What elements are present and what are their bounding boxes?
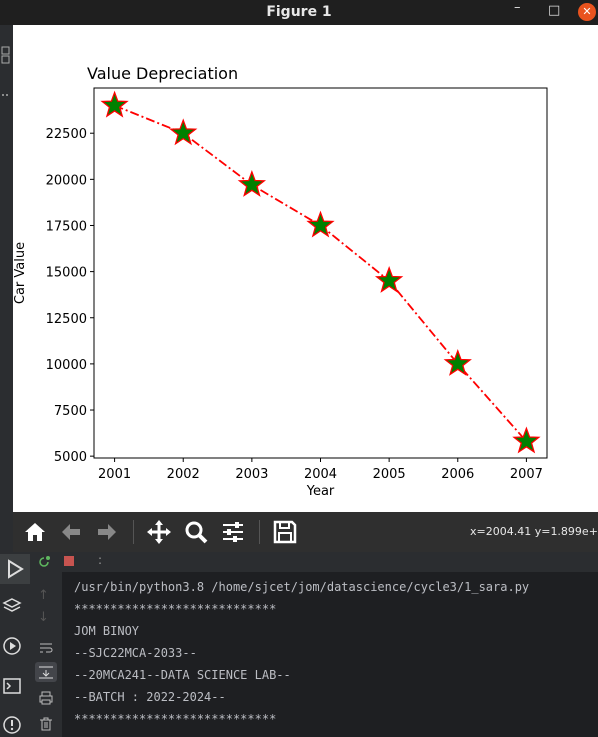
x-tick-label: 2003 bbox=[235, 467, 268, 482]
toolbar-separator bbox=[259, 520, 260, 544]
console-gutter: ↑ ↓ bbox=[30, 572, 62, 737]
window-titlebar: Figure 1 – □ ✕ bbox=[0, 0, 598, 25]
axes-frame bbox=[93, 87, 548, 459]
close-button[interactable]: ✕ bbox=[578, 3, 596, 21]
header-more-menu[interactable]: : bbox=[98, 553, 103, 567]
y-tick-label: 10000 bbox=[46, 358, 87, 373]
cursor-coordinates: x=2004.41 y=1.899e+04 bbox=[470, 525, 598, 538]
x-tick-label: 2007 bbox=[510, 467, 543, 482]
console-line: --BATCH : 2022-2024-- bbox=[74, 690, 226, 704]
y-tick-label: 7500 bbox=[54, 404, 87, 419]
x-axis-label: Year bbox=[306, 484, 335, 499]
terminal-icon[interactable] bbox=[2, 676, 22, 696]
y-tick-label: 12500 bbox=[46, 312, 87, 327]
y-tick-label: 17500 bbox=[46, 219, 87, 234]
console-line: --SJC22MCA-2033-- bbox=[74, 646, 197, 660]
console-line: **************************** bbox=[74, 602, 277, 616]
y-tick-label: 20000 bbox=[46, 173, 87, 188]
run-icon[interactable] bbox=[0, 554, 30, 584]
pan-icon[interactable] bbox=[146, 519, 172, 545]
ide-left-strip bbox=[0, 25, 13, 512]
services-icon[interactable] bbox=[2, 636, 22, 656]
scroll-to-end-icon[interactable] bbox=[35, 662, 57, 682]
y-axis-label: Car Value bbox=[13, 242, 28, 304]
minimize-button[interactable]: – bbox=[514, 0, 521, 15]
soft-wrap-icon[interactable] bbox=[38, 640, 54, 656]
run-panel-header: : bbox=[30, 552, 598, 572]
y-tick-label: 22500 bbox=[46, 127, 87, 142]
y-tick-label: 5000 bbox=[54, 450, 87, 465]
scroll-up-icon[interactable]: ↑ bbox=[38, 588, 49, 603]
maximize-button[interactable]: □ bbox=[548, 3, 561, 18]
rerun-icon[interactable] bbox=[36, 554, 52, 570]
x-tick-label: 2001 bbox=[98, 467, 131, 482]
window-title: Figure 1 bbox=[266, 4, 332, 20]
console-line: JOM BINOY bbox=[74, 624, 140, 638]
structure-icon bbox=[1, 46, 10, 55]
problems-icon[interactable] bbox=[2, 715, 22, 735]
forward-arrow-icon[interactable] bbox=[94, 519, 120, 545]
data-point-star bbox=[443, 349, 472, 376]
x-tick-label: 2004 bbox=[304, 467, 337, 482]
back-arrow-icon[interactable] bbox=[58, 519, 84, 545]
scroll-down-icon[interactable]: ↓ bbox=[38, 610, 49, 625]
console-output[interactable]: /usr/bin/python3.8 /home/sjcet/jom/datas… bbox=[74, 579, 529, 733]
chart-title: Value Depreciation bbox=[87, 64, 238, 83]
more-icon bbox=[2, 94, 4, 96]
configure-icon[interactable] bbox=[220, 519, 246, 545]
toolbar-separator bbox=[133, 520, 134, 544]
stop-icon[interactable] bbox=[62, 554, 76, 568]
ide-run-panel: : ↑ ↓ /usr/bin/python3.8 /home/sjcet/j bbox=[0, 552, 598, 737]
data-point-star bbox=[100, 90, 129, 118]
data-point-star bbox=[237, 169, 267, 197]
save-icon[interactable] bbox=[272, 519, 298, 545]
console-line: --20MCA241--DATA SCIENCE LAB-- bbox=[74, 668, 291, 682]
console-line: **************************** bbox=[74, 712, 277, 726]
home-icon[interactable] bbox=[22, 519, 48, 545]
layers-icon[interactable] bbox=[2, 596, 22, 616]
ide-strip-icons bbox=[1, 46, 10, 96]
figure-canvas[interactable]: Value Depreciation 2001 2002 2003 2004 2005 20… bbox=[13, 25, 598, 512]
console-line: /usr/bin/python3.8 /home/sjcet/jom/datas… bbox=[74, 580, 530, 594]
data-point-star bbox=[169, 118, 198, 146]
ide-tool-sidebar bbox=[0, 552, 30, 737]
x-tick-label: 2002 bbox=[167, 467, 200, 482]
x-tick-label: 2005 bbox=[373, 467, 406, 482]
figure-toolbar: x=2004.41 y=1.899e+04 bbox=[13, 512, 598, 552]
data-point-star bbox=[374, 265, 404, 293]
data-point-star bbox=[512, 426, 541, 454]
zoom-icon[interactable] bbox=[183, 519, 209, 545]
line-chart: Value Depreciation 2001 2002 2003 2004 2005 20… bbox=[13, 64, 548, 499]
data-point-star bbox=[306, 210, 335, 238]
y-tick-label: 15000 bbox=[46, 266, 87, 281]
x-tick-label: 2006 bbox=[441, 467, 474, 482]
trash-icon[interactable] bbox=[38, 716, 54, 732]
print-icon[interactable] bbox=[38, 690, 54, 706]
